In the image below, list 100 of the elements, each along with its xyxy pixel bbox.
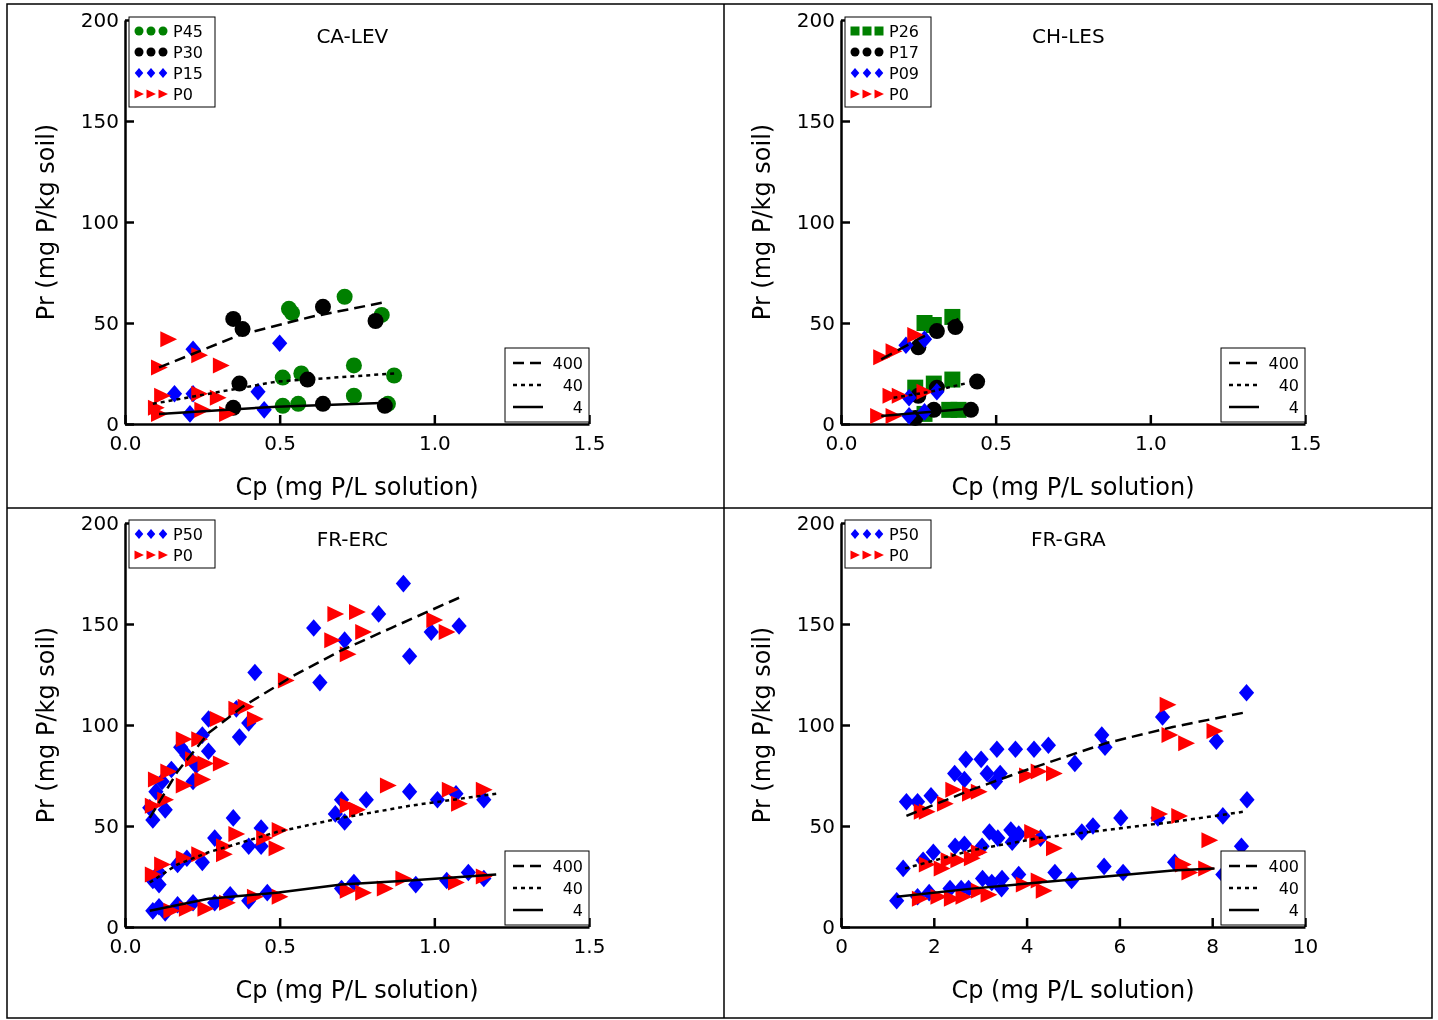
point xyxy=(925,843,941,862)
x-tick-label: 1.0 xyxy=(418,431,451,456)
y-axis-title: Pr (mg P/kg soil) xyxy=(748,123,776,321)
point xyxy=(312,673,328,692)
legend-label: 400 xyxy=(1268,857,1299,876)
chart-title: FR-GRA xyxy=(1030,527,1107,551)
x-tick-label: 1.0 xyxy=(418,934,451,959)
point xyxy=(963,850,981,867)
legend-label: 4 xyxy=(1288,398,1299,417)
point xyxy=(209,389,227,406)
chart-title: CH-LES xyxy=(1032,24,1105,48)
point xyxy=(327,805,343,823)
point xyxy=(979,764,995,783)
point xyxy=(160,331,178,348)
point xyxy=(144,866,162,883)
line-series xyxy=(905,711,1245,818)
point xyxy=(358,790,374,809)
point xyxy=(426,611,444,628)
chart-title: CA-LEV xyxy=(316,24,389,48)
y-tick-label: 150 xyxy=(796,611,835,636)
point xyxy=(355,624,372,641)
y-tick-label: 150 xyxy=(80,611,119,636)
point xyxy=(947,764,963,783)
point xyxy=(241,837,257,855)
x-tick-label: 8 xyxy=(1206,934,1220,959)
point xyxy=(1113,809,1129,827)
point xyxy=(225,809,241,827)
x-tick-label: 1.5 xyxy=(1289,431,1322,456)
legend-label: P0 xyxy=(889,546,909,565)
point xyxy=(306,619,322,637)
point xyxy=(355,884,372,901)
legend-label: 40 xyxy=(562,376,583,395)
point xyxy=(1206,723,1224,740)
point xyxy=(923,786,939,805)
y-tick-label: 100 xyxy=(80,712,119,737)
x-tick-label: 1.5 xyxy=(573,934,606,959)
point xyxy=(194,771,212,788)
y-tick-label: 200 xyxy=(80,510,119,535)
point xyxy=(1201,832,1219,849)
point xyxy=(1045,765,1063,782)
point xyxy=(1007,740,1024,759)
point xyxy=(345,387,362,404)
point xyxy=(1154,708,1171,726)
point xyxy=(209,710,227,727)
point xyxy=(451,617,467,635)
point xyxy=(933,860,951,877)
point xyxy=(989,740,1005,759)
point xyxy=(272,334,288,352)
x-tick-label: 0.5 xyxy=(980,431,1013,456)
y-tick-label: 50 xyxy=(809,813,835,838)
x-tick-label: 2 xyxy=(927,934,941,959)
point xyxy=(1085,817,1101,835)
legend-label: P45 xyxy=(173,22,204,41)
point xyxy=(974,869,991,888)
point xyxy=(1067,754,1083,773)
point xyxy=(438,624,456,641)
point xyxy=(268,840,286,857)
point xyxy=(200,742,217,761)
y-axis-title: Pr (mg P/kg soil) xyxy=(32,626,60,824)
point xyxy=(231,375,248,392)
point xyxy=(956,770,973,789)
point xyxy=(958,750,974,769)
legend-label: P30 xyxy=(173,43,204,62)
point xyxy=(228,826,246,843)
y-tick-label: 150 xyxy=(796,108,835,133)
point xyxy=(944,371,961,388)
point xyxy=(154,387,171,404)
y-tick-label: 0 xyxy=(822,914,835,939)
point xyxy=(1003,821,1019,839)
legend-label: P09 xyxy=(889,64,920,83)
point xyxy=(197,900,215,917)
point xyxy=(1045,840,1063,857)
point xyxy=(212,755,230,772)
x-axis-title: Cp (mg P/L solution) xyxy=(951,976,1195,1004)
point xyxy=(386,367,403,384)
point xyxy=(379,777,397,794)
point xyxy=(973,750,989,769)
y-tick-label: 200 xyxy=(796,510,835,535)
x-tick-label: 0.5 xyxy=(264,934,297,959)
point xyxy=(1239,790,1255,809)
legend-label: 4 xyxy=(572,398,583,417)
point xyxy=(423,623,439,641)
legend-label: P50 xyxy=(889,525,920,544)
y-tick-label: 200 xyxy=(80,7,119,32)
y-tick-label: 50 xyxy=(93,310,119,335)
legend-label: P0 xyxy=(173,85,193,104)
y-tick-label: 200 xyxy=(796,7,835,32)
point xyxy=(1171,807,1189,824)
point xyxy=(1094,726,1110,744)
x-axis-title: Cp (mg P/L solution) xyxy=(235,473,479,501)
y-tick-label: 50 xyxy=(809,310,835,335)
point xyxy=(451,795,468,812)
legend-label: P0 xyxy=(889,85,909,104)
point xyxy=(1096,857,1112,876)
x-tick-label: 1.0 xyxy=(1134,431,1167,456)
point xyxy=(371,605,387,623)
legend-label: P15 xyxy=(173,64,204,83)
legend-label: 400 xyxy=(1268,354,1299,373)
point xyxy=(349,801,366,818)
x-tick-label: 4 xyxy=(1020,934,1034,959)
